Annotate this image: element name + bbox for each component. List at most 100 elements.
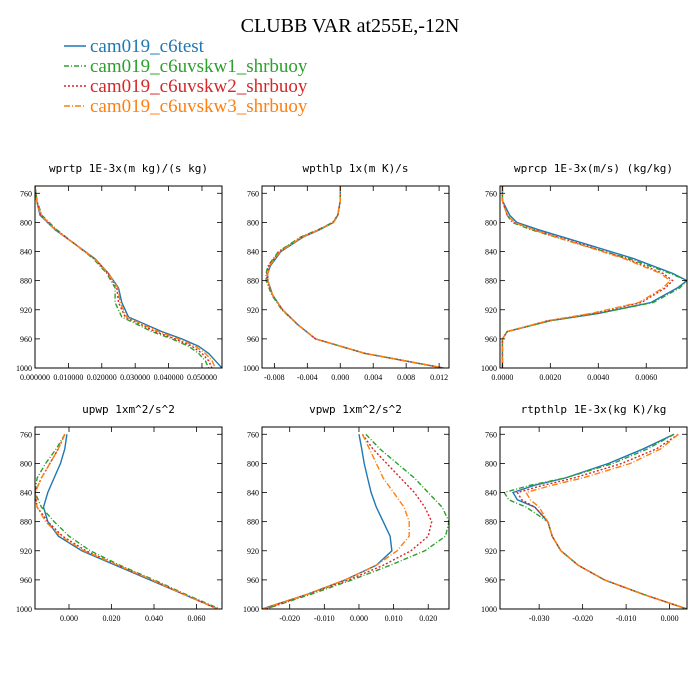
y-tick-label: 880 [20, 277, 32, 286]
y-tick-label: 760 [20, 189, 32, 198]
series-line-2 [35, 433, 221, 609]
y-tick-label: 880 [247, 518, 259, 527]
series-line-4 [267, 186, 444, 368]
series-line-4 [525, 433, 687, 609]
y-tick-label: 920 [247, 547, 259, 556]
y-tick-label: 880 [485, 518, 497, 527]
y-tick-label: 920 [485, 306, 497, 315]
series-line-4 [35, 186, 216, 368]
y-tick-label: 760 [247, 430, 259, 439]
chart-panels: wprtp 1E-3x(m kg)/(s kg) 760 800 840 880 920 9… [16, 162, 688, 623]
plot-frame [499, 426, 688, 610]
panel-title: vpwp 1xm^2/s^2 [309, 403, 402, 416]
x-tick-label: 0.000 [60, 614, 78, 623]
y-tick-label: 840 [485, 489, 497, 498]
x-tick-label: 0.0060 [635, 373, 657, 382]
plot-frame [34, 185, 223, 369]
series-line-4 [501, 186, 672, 368]
panel-2: wpthlp 1x(m K)/s 760 800 840 880 920 960 1000 -0… [243, 162, 450, 382]
y-tick-label: 800 [485, 459, 497, 468]
y-tick-label: 760 [20, 430, 32, 439]
panel-5: vpwp 1xm^2/s^2 760 800 840 880 920 960 1000 -0.0… [243, 403, 450, 623]
x-tick-label: 0.004 [364, 373, 382, 382]
figure-title: CLUBB VAR at255E,-12N [241, 15, 460, 37]
series-line-1 [511, 433, 687, 609]
x-tick-label: 0.000 [331, 373, 349, 382]
series-line-3 [516, 433, 687, 609]
x-tick-label: 0.010 [385, 614, 403, 623]
series-line-1 [35, 186, 222, 368]
legend-entry: cam019_c6uvskw3_shrbuoy [90, 96, 308, 117]
panel-1: wprtp 1E-3x(m kg)/(s kg) 760 800 840 880 920 9… [16, 162, 223, 382]
y-tick-label: 880 [485, 277, 497, 286]
series-line-4 [35, 434, 219, 609]
x-tick-label: 0.040 [145, 614, 163, 623]
y-tick-label: 960 [20, 576, 32, 585]
y-tick-label: 800 [20, 459, 32, 468]
x-tick-label: -0.004 [297, 373, 318, 382]
series-line-3 [35, 186, 213, 368]
panel-title: upwp 1xm^2/s^2 [82, 403, 175, 416]
panel-title: wprtp 1E-3x(m kg)/(s kg) [49, 162, 208, 175]
series-line-2 [265, 186, 444, 368]
y-tick-label: 760 [485, 430, 497, 439]
y-tick-label: 800 [247, 459, 259, 468]
series-line-2 [501, 186, 687, 368]
x-tick-label: -0.008 [264, 373, 285, 382]
series-line-1 [501, 186, 687, 368]
x-tick-label: 0.060 [188, 614, 206, 623]
panel-title: wprcp 1E-3x(m/s) (kg/kg) [514, 162, 673, 175]
series-line-3 [35, 434, 219, 609]
x-tick-label: 0.000 [350, 614, 368, 623]
y-tick-label: 960 [247, 335, 259, 344]
x-tick-label: 0.008 [397, 373, 415, 382]
series-line-1 [267, 186, 444, 368]
x-tick-label: 0.0040 [587, 373, 609, 382]
y-tick-label: 1000 [16, 364, 32, 373]
y-tick-label: 880 [247, 277, 259, 286]
series-line-2 [503, 433, 687, 609]
y-tick-label: 840 [247, 248, 259, 257]
series-line-3 [501, 186, 674, 368]
panel-title: wpthlp 1x(m K)/s [303, 162, 409, 175]
x-tick-label: -0.030 [529, 614, 550, 623]
x-tick-label: 0.0000 [491, 373, 513, 382]
x-tick-label: -0.010 [616, 614, 637, 623]
y-tick-label: 920 [485, 547, 497, 556]
series-line-1 [42, 434, 219, 609]
legend-entry: cam019_c6test [90, 36, 205, 57]
x-tick-label: 0.0020 [539, 373, 561, 382]
y-tick-label: 760 [485, 189, 497, 198]
y-tick-label: 800 [20, 218, 32, 227]
plot-frame [261, 426, 450, 610]
x-tick-label: -0.010 [314, 614, 335, 623]
x-tick-label: 0.012 [430, 373, 448, 382]
series-line-3 [265, 433, 433, 609]
x-tick-label: 0.020 [419, 614, 437, 623]
y-tick-label: 920 [247, 306, 259, 315]
y-tick-label: 1000 [243, 364, 259, 373]
x-tick-label: 0.040000 [154, 373, 184, 382]
y-tick-label: 840 [20, 489, 32, 498]
plot-frame [261, 185, 450, 369]
y-tick-label: 920 [20, 547, 32, 556]
x-tick-label: 0.000 [661, 614, 679, 623]
y-tick-label: 1000 [481, 605, 497, 614]
x-tick-label: 0.030000 [120, 373, 150, 382]
series-line-3 [266, 186, 444, 368]
y-tick-label: 960 [485, 335, 497, 344]
legend-entry: cam019_c6uvskw1_shrbuoy [90, 56, 308, 77]
x-tick-label: 0.010000 [53, 373, 83, 382]
plot-frame [499, 185, 688, 369]
series-line-2 [265, 433, 449, 609]
y-tick-label: 920 [20, 306, 32, 315]
panel-4: upwp 1xm^2/s^2 760 800 840 880 920 960 1000 0.00… [16, 403, 223, 623]
y-tick-label: 880 [20, 518, 32, 527]
x-tick-label: 0.050000 [187, 373, 217, 382]
y-tick-label: 800 [485, 218, 497, 227]
y-tick-label: 840 [485, 248, 497, 257]
y-tick-label: 960 [485, 576, 497, 585]
x-tick-label: 0.020 [103, 614, 121, 623]
panel-3: wprcp 1E-3x(m/s) (kg/kg) 760 800 840 880 920 9… [481, 162, 688, 382]
